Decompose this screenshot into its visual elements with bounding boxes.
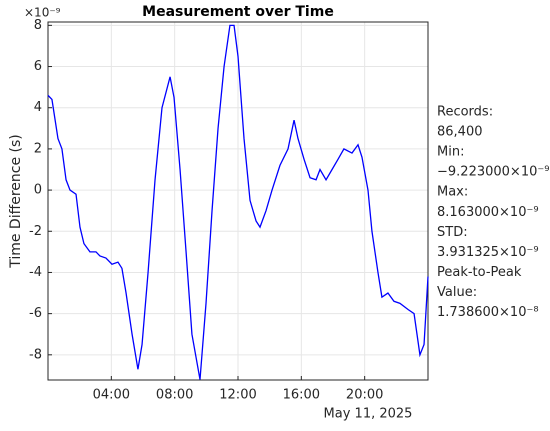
annotation: 1.738600×10⁻⁸ — [437, 305, 539, 320]
x-tick-label: 04:00 — [93, 388, 130, 403]
annotation: −9.223000×10⁻⁹ — [437, 165, 549, 180]
x-tick-label: 16:00 — [283, 388, 320, 403]
x-tick-label: 20:00 — [346, 388, 383, 403]
annotation: 3.931325×10⁻⁹ — [437, 245, 539, 260]
annotation: Records: — [437, 105, 493, 120]
annotation: Min: — [437, 145, 464, 160]
x-tick-label: 08:00 — [156, 388, 193, 403]
y-tick-label: 6 — [34, 59, 42, 74]
annotation: Peak-to-Peak — [437, 265, 522, 280]
annotation: STD: — [437, 225, 468, 240]
data-line — [47, 24, 429, 380]
annotation: Max: — [437, 185, 468, 200]
annotation: 8.163000×10⁻⁹ — [437, 205, 539, 220]
y-tick-label: 4 — [34, 100, 42, 115]
y-tick-label: 2 — [34, 141, 42, 156]
y-tick-label: -8 — [29, 347, 42, 362]
y-tick-label: 0 — [34, 183, 42, 198]
chart-title: Measurement over Time — [142, 4, 334, 20]
y-axis-label: Time Difference (s) — [8, 134, 24, 269]
x-date-label: May 11, 2025 — [324, 407, 413, 422]
plot-frame — [47, 21, 429, 381]
y-exponent: ×10⁻⁹ — [24, 6, 61, 20]
x-tick-label: 12:00 — [219, 388, 256, 403]
y-tick-label: -2 — [29, 224, 42, 239]
y-tick-label: -4 — [29, 265, 42, 280]
annotation: 86,400 — [437, 125, 483, 140]
y-tick-label: 8 — [34, 18, 42, 33]
annotation: Value: — [437, 285, 477, 300]
y-tick-label: -6 — [29, 306, 42, 321]
